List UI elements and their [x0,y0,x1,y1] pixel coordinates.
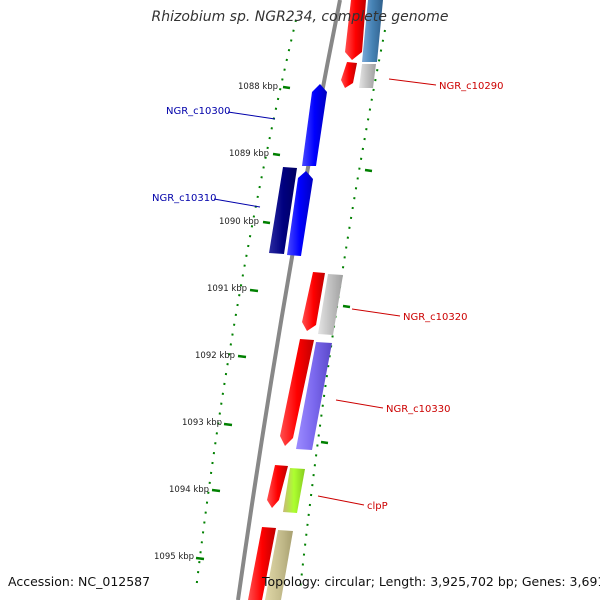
gene-label-ngr-c10310[interactable]: NGR_c10310 [152,193,217,204]
tick-label: 1092 kbp [195,351,235,361]
gene-label-ngr-c10320[interactable]: NGR_c10320 [403,312,468,323]
tick-label: 1095 kbp [154,552,194,562]
tick-label: 1094 kbp [169,485,209,495]
genes-forward-strand [269,84,327,256]
tick-label: 1088 kbp [238,82,278,92]
gene-arrow[interactable] [341,62,357,88]
scale-major-ticks [195,85,291,561]
gene-arrow[interactable] [280,339,314,446]
tick-label: 1093 kbp [182,418,222,428]
scale-tick-labels: 1088 kbp 1089 kbp 1090 kbp 1091 kbp 1092… [154,82,278,562]
gene-labels: NGR_c10290 NGR_c10300 NGR_c10310 NGR_c10… [152,81,504,512]
gene-label-ngr-c10290[interactable]: NGR_c10290 [439,81,504,92]
tick-label: 1091 kbp [207,284,247,294]
gene-arrow[interactable] [269,167,297,254]
gene-arrow[interactable] [267,465,288,508]
gene-box[interactable] [296,342,332,450]
gene-arrow[interactable] [345,0,366,60]
gene-label-clpp[interactable]: clpP [367,501,388,512]
genes-cog-track [265,0,383,600]
scale-ring-inner [195,19,297,591]
gene-box[interactable] [283,468,305,513]
gene-box[interactable] [362,0,383,62]
gene-arrow[interactable] [248,527,276,600]
gene-arrow[interactable] [302,272,325,331]
gene-label-ngr-c10330[interactable]: NGR_c10330 [386,404,451,415]
gene-box[interactable] [318,274,343,335]
gene-label-ngr-c10300[interactable]: NGR_c10300 [166,106,231,117]
accession-value: NC_012587 [78,574,151,589]
accession-label: Accession: [8,574,75,589]
genes-reverse-strand [248,0,366,600]
gene-arrow[interactable] [302,84,327,166]
tick-label: 1090 kbp [219,217,259,227]
topology-info: Topology: circular; Length: 3,925,702 bp… [262,574,600,589]
tick-label: 1089 kbp [229,149,269,159]
gene-box[interactable] [359,64,376,88]
scale-outer-ticks [320,168,373,445]
gene-label-leaders [213,78,437,506]
genome-backbone [236,0,342,600]
accession-info: Accession: NC_012587 [8,574,150,589]
gene-box[interactable] [265,530,293,600]
gene-arrow[interactable] [287,171,313,256]
map-title: Rhizobium sp. NGR234, complete genome [151,9,449,25]
